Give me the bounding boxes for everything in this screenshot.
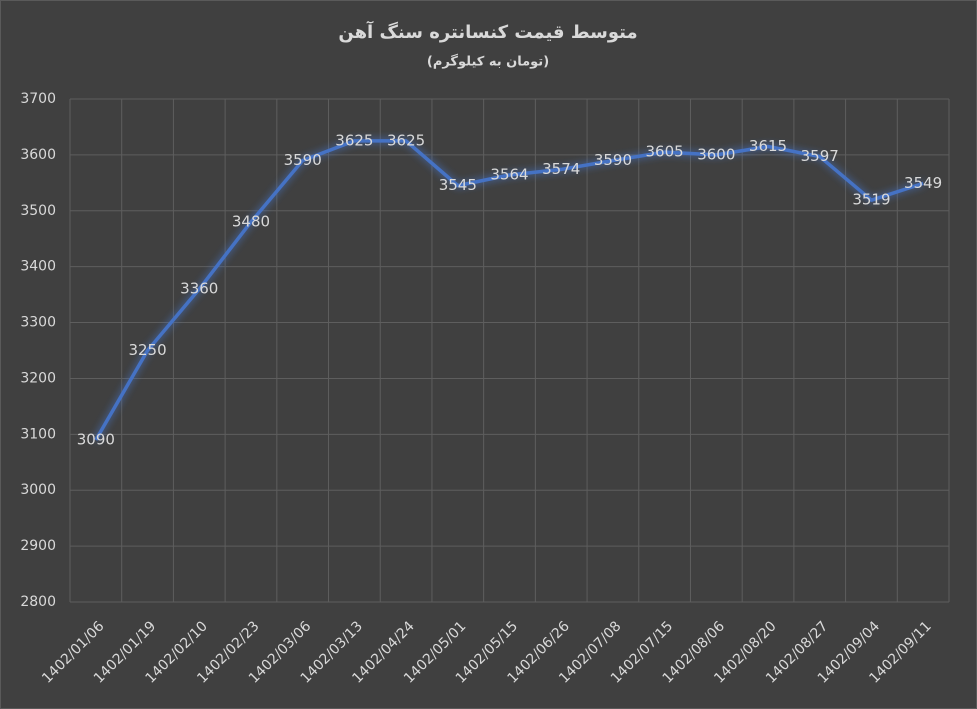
data-label: 3590 <box>594 151 632 169</box>
data-label: 3625 <box>335 131 373 149</box>
data-label: 3250 <box>128 341 166 359</box>
y-tick-label: 3000 <box>20 482 56 498</box>
chart-title: متوسط قیمت کنسانتره سنگ آهن <box>338 20 637 43</box>
data-label: 3480 <box>232 212 270 230</box>
data-label: 3545 <box>439 176 477 194</box>
y-tick-label: 3100 <box>20 426 56 442</box>
chart-subtitle: (تومان به کیلوگرم) <box>427 54 549 70</box>
data-label: 3360 <box>180 280 218 298</box>
data-label: 3625 <box>387 131 425 149</box>
y-tick-label: 3200 <box>20 370 56 386</box>
data-label: 3549 <box>904 174 942 192</box>
y-tick-label: 3400 <box>20 259 56 275</box>
y-tick-label: 3700 <box>20 91 56 107</box>
line <box>94 139 924 441</box>
data-label: 3597 <box>801 147 839 165</box>
data-label: 3519 <box>852 191 890 209</box>
data-label: 3574 <box>542 160 580 178</box>
data-label: 3605 <box>646 143 684 161</box>
data-label: 3600 <box>697 145 735 163</box>
y-tick-label: 3500 <box>20 203 56 219</box>
y-tick-label: 2900 <box>20 538 56 554</box>
y-tick-label: 2800 <box>20 594 56 610</box>
data-label: 3564 <box>490 166 528 184</box>
y-tick-label: 3600 <box>20 147 56 163</box>
data-label: 3615 <box>749 137 787 155</box>
y-tick-label: 3300 <box>20 315 56 331</box>
data-label: 3090 <box>77 430 115 448</box>
data-label: 3590 <box>284 151 322 169</box>
